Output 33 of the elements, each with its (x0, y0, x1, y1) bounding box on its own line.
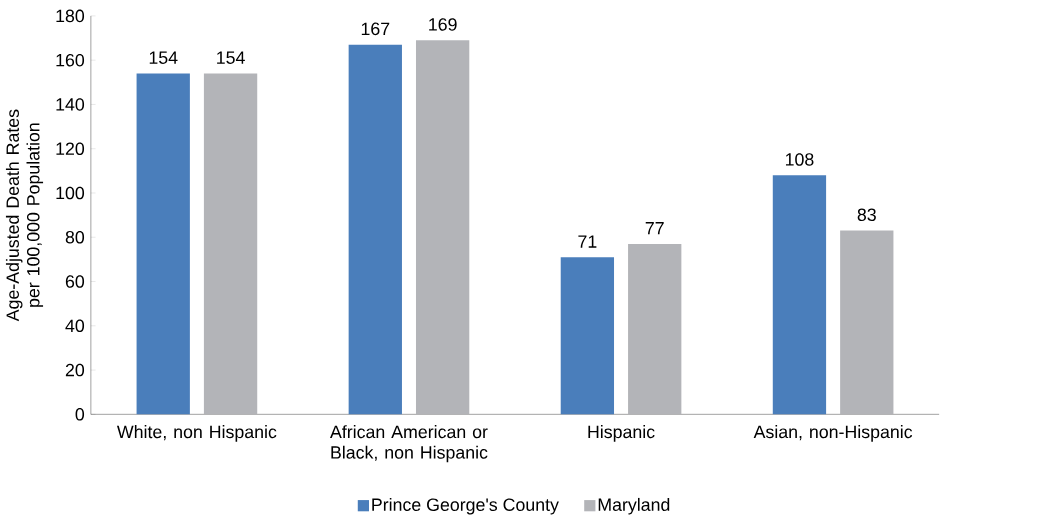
bar (203, 73, 258, 415)
y-tick-label: 40 (65, 319, 85, 332)
data-label: 83 (857, 208, 876, 221)
y-tick-label: 60 (65, 275, 85, 288)
y-tick-label: 140 (56, 98, 85, 111)
bar (840, 230, 894, 415)
y-tick-label: 120 (56, 142, 85, 155)
x-tick-label: Asian, non-Hispanic (753, 425, 913, 442)
x-tick-label: White, non Hispanic (116, 425, 277, 442)
data-label: 167 (361, 22, 390, 36)
data-label: 154 (217, 51, 245, 64)
legend-label: Maryland (598, 497, 670, 515)
y-tick-label: 180 (56, 9, 85, 23)
data-label: 77 (645, 222, 664, 235)
data-label: 108 (785, 153, 814, 166)
bar (772, 175, 827, 415)
bar (136, 73, 190, 415)
data-label: 154 (149, 51, 178, 64)
data-label: 169 (429, 18, 457, 31)
y-axis-title: Age-Adjusted Death Rates per 100,000 Population (5, 109, 44, 322)
legend-label: Prince George's County (372, 497, 559, 515)
y-tick-label: 100 (56, 186, 85, 200)
y-tick-label: 160 (56, 53, 85, 67)
bar (628, 243, 682, 415)
y-tick-label: 80 (65, 230, 85, 244)
bar (348, 44, 402, 415)
bar (415, 40, 470, 415)
y-tick-label: 0 (75, 407, 85, 421)
x-tick-label: Hispanic (588, 425, 655, 442)
bar (560, 257, 615, 415)
data-label: 71 (578, 235, 597, 248)
y-tick-label: 20 (65, 363, 85, 377)
x-tick-label: African American or Black, non Hispanic (330, 425, 488, 463)
